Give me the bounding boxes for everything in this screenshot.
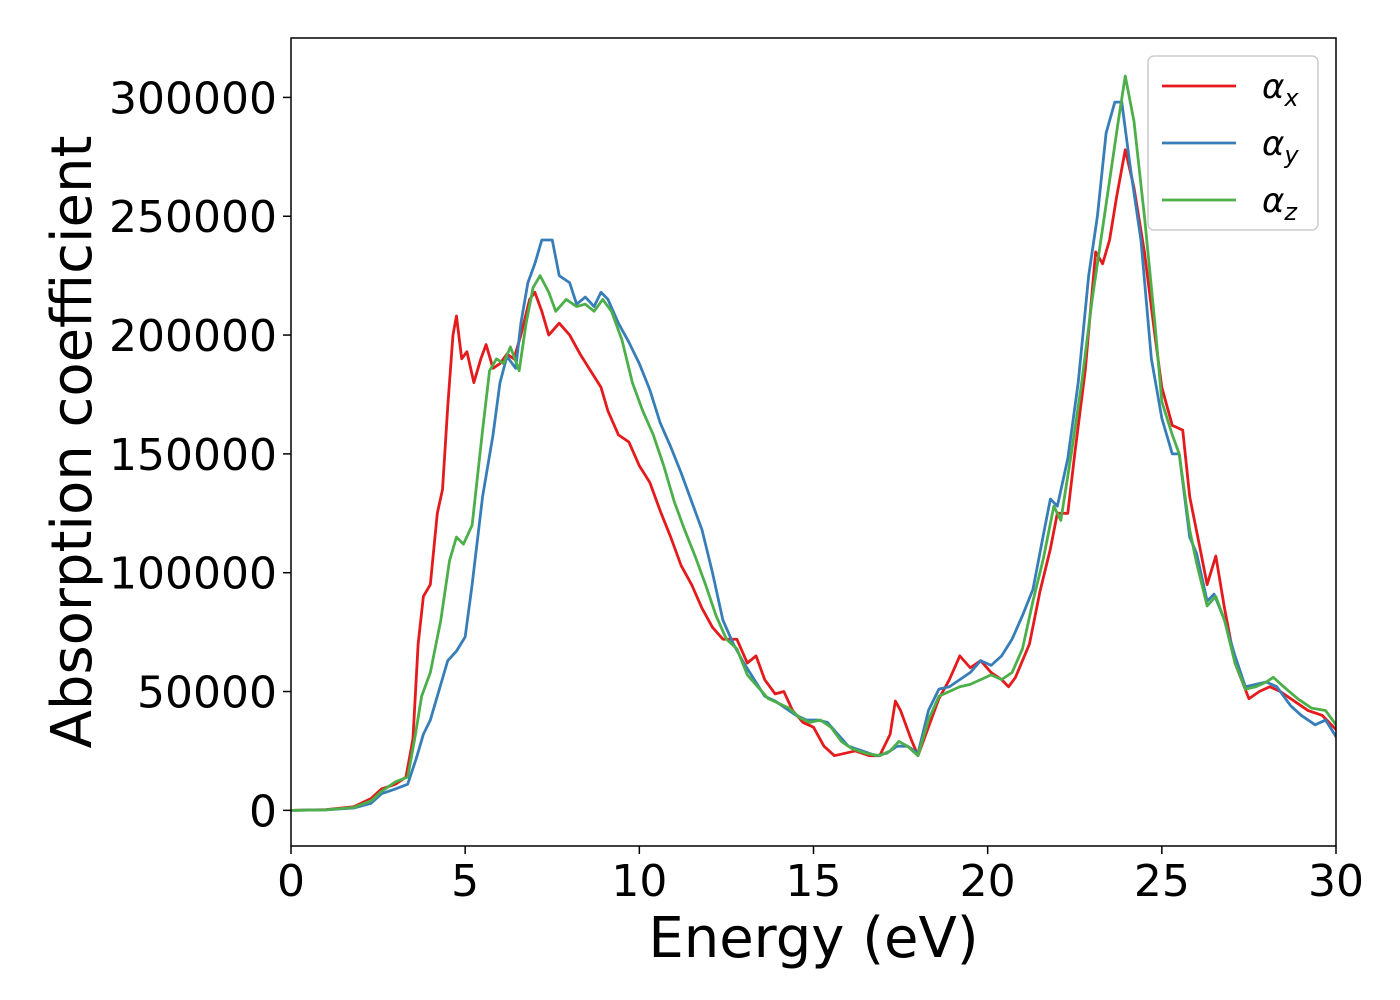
y-tick-label: 50000 (137, 668, 277, 719)
y-tick-label: 150000 (109, 430, 277, 481)
x-tick-label: 25 (1134, 856, 1190, 907)
legend-label-x: αx (1262, 67, 1299, 112)
x-tick-label: 30 (1308, 856, 1364, 907)
legend-label-z: αz (1262, 181, 1298, 226)
legend-label-y: αy (1262, 124, 1299, 169)
y-tick-label: 250000 (109, 192, 277, 243)
legend: αx αy αz (1147, 55, 1319, 231)
y-tick-label: 300000 (109, 73, 277, 124)
x-axis-title: Energy (eV) (648, 906, 978, 971)
series-layer (291, 74, 1336, 812)
x-tick-label: 10 (611, 856, 667, 907)
x-tick-label: 20 (960, 856, 1016, 907)
ticks-layer: 0 5 10 15 20 25 30 0 50000 100000 150000 200000 2500… (109, 73, 1364, 907)
series-line-z (291, 74, 1336, 812)
y-tick-label: 200000 (109, 311, 277, 362)
y-tick-label: 100000 (109, 549, 277, 600)
x-tick-label: 15 (786, 856, 842, 907)
x-tick-label: 0 (277, 856, 305, 907)
series-line-x (291, 148, 1336, 812)
y-axis-title: Absorption coefficient (40, 136, 105, 749)
x-tick-label: 5 (451, 856, 479, 907)
y-tick-label: 0 (249, 786, 277, 837)
